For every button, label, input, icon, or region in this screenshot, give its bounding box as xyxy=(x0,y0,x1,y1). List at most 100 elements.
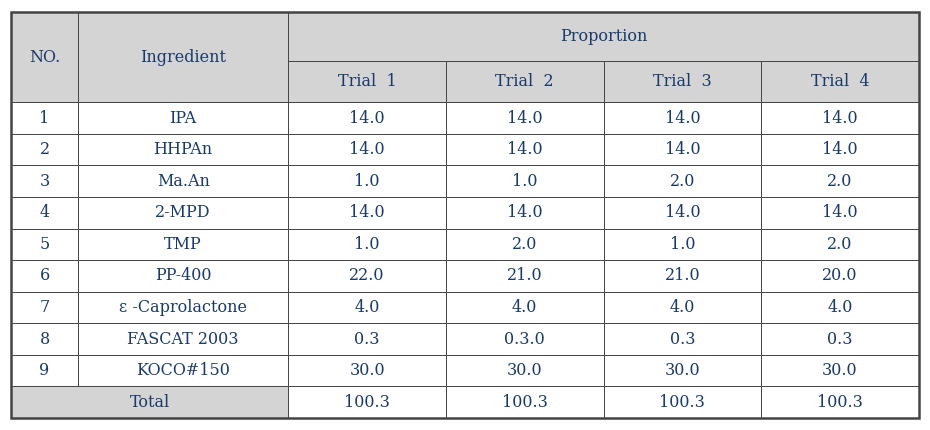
Bar xyxy=(604,292,761,323)
Text: 14.0: 14.0 xyxy=(350,141,385,158)
Bar xyxy=(761,355,919,387)
Bar xyxy=(288,355,445,387)
Text: 2.0: 2.0 xyxy=(670,173,695,190)
Text: 0.3.0: 0.3.0 xyxy=(504,331,545,347)
Bar xyxy=(604,197,761,229)
Bar xyxy=(11,355,78,387)
Text: 2.0: 2.0 xyxy=(828,173,853,190)
Bar xyxy=(11,166,78,197)
Bar xyxy=(288,387,445,418)
Bar xyxy=(604,323,761,355)
Text: 1.0: 1.0 xyxy=(354,236,379,253)
Bar xyxy=(78,323,288,355)
Bar xyxy=(78,260,288,292)
Text: 2: 2 xyxy=(40,141,49,158)
Bar xyxy=(11,260,78,292)
Text: 100.3: 100.3 xyxy=(817,394,863,411)
Text: 0.3: 0.3 xyxy=(828,331,853,347)
Text: FASCAT 2003: FASCAT 2003 xyxy=(127,331,239,347)
Text: ε -Caprolactone: ε -Caprolactone xyxy=(119,299,247,316)
Text: 1.0: 1.0 xyxy=(512,173,538,190)
Text: Proportion: Proportion xyxy=(560,28,647,45)
Text: TMP: TMP xyxy=(165,236,202,253)
Bar xyxy=(288,102,445,134)
Bar xyxy=(761,323,919,355)
Text: 14.0: 14.0 xyxy=(507,204,542,221)
Bar xyxy=(11,12,78,102)
Text: Ingredient: Ingredient xyxy=(140,49,226,66)
Text: 22.0: 22.0 xyxy=(350,267,385,284)
Text: 5: 5 xyxy=(39,236,49,253)
Text: 21.0: 21.0 xyxy=(665,267,700,284)
Text: Total: Total xyxy=(129,394,170,411)
Bar xyxy=(288,260,445,292)
Text: 30.0: 30.0 xyxy=(507,362,542,379)
Bar xyxy=(604,134,761,166)
Bar xyxy=(11,229,78,260)
Text: 14.0: 14.0 xyxy=(822,110,857,126)
Bar xyxy=(288,229,445,260)
Bar xyxy=(445,197,604,229)
Bar xyxy=(445,355,604,387)
Text: 14.0: 14.0 xyxy=(665,110,700,126)
Bar xyxy=(11,292,78,323)
Text: 0.3: 0.3 xyxy=(354,331,379,347)
Bar xyxy=(78,12,288,102)
Bar xyxy=(445,166,604,197)
Text: 4.0: 4.0 xyxy=(670,299,695,316)
Bar xyxy=(11,134,78,166)
Bar xyxy=(78,292,288,323)
Bar xyxy=(445,229,604,260)
Text: Trial  1: Trial 1 xyxy=(338,74,396,90)
Bar xyxy=(445,387,604,418)
Bar xyxy=(761,102,919,134)
Bar xyxy=(11,102,78,134)
Text: Trial  2: Trial 2 xyxy=(496,74,554,90)
Text: 30.0: 30.0 xyxy=(822,362,857,379)
Bar xyxy=(78,197,288,229)
Text: 14.0: 14.0 xyxy=(507,141,542,158)
Bar xyxy=(445,134,604,166)
Bar xyxy=(604,166,761,197)
Text: 20.0: 20.0 xyxy=(822,267,857,284)
Text: 14.0: 14.0 xyxy=(822,204,857,221)
Bar xyxy=(78,166,288,197)
Bar xyxy=(604,229,761,260)
Text: Ma.An: Ma.An xyxy=(156,173,209,190)
Text: NO.: NO. xyxy=(29,49,60,66)
Bar xyxy=(78,102,288,134)
Text: 100.3: 100.3 xyxy=(659,394,705,411)
Bar xyxy=(445,61,604,102)
Text: 8: 8 xyxy=(39,331,49,347)
Bar xyxy=(78,229,288,260)
Bar xyxy=(761,166,919,197)
Text: 2.0: 2.0 xyxy=(512,236,538,253)
Bar xyxy=(78,355,288,387)
Bar xyxy=(288,323,445,355)
Bar xyxy=(78,134,288,166)
Text: 3: 3 xyxy=(39,173,49,190)
Text: 4.0: 4.0 xyxy=(512,299,538,316)
Bar xyxy=(288,12,919,61)
Text: 14.0: 14.0 xyxy=(350,204,385,221)
Text: 30.0: 30.0 xyxy=(665,362,700,379)
Bar xyxy=(604,61,761,102)
Text: 1.0: 1.0 xyxy=(670,236,695,253)
Text: 100.3: 100.3 xyxy=(502,394,548,411)
Text: 2.0: 2.0 xyxy=(828,236,853,253)
Bar xyxy=(445,102,604,134)
Bar xyxy=(288,61,445,102)
Bar xyxy=(604,355,761,387)
Text: HHPAn: HHPAn xyxy=(153,141,213,158)
Bar xyxy=(761,61,919,102)
Text: 2-MPD: 2-MPD xyxy=(155,204,211,221)
Bar xyxy=(445,323,604,355)
Bar xyxy=(761,134,919,166)
Bar xyxy=(604,387,761,418)
Bar xyxy=(11,197,78,229)
Bar xyxy=(445,260,604,292)
Bar xyxy=(761,292,919,323)
Text: 7: 7 xyxy=(39,299,49,316)
Bar xyxy=(288,292,445,323)
Text: PP-400: PP-400 xyxy=(155,267,211,284)
